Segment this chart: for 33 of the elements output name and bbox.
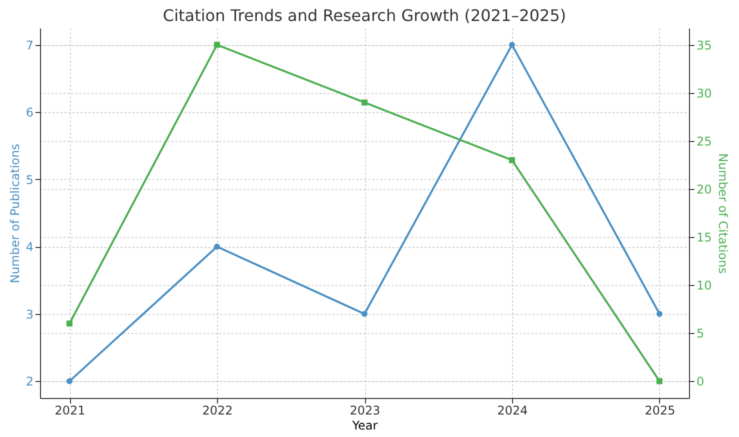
y-tick-label: 5 [26, 172, 34, 187]
y2-tick-label: 35 [696, 38, 712, 52]
chart-title: Citation Trends and Research Growth (2021–2025) [162, 6, 566, 25]
point [362, 99, 368, 106]
y2-axis-title: Number of Citations [716, 153, 730, 274]
point [656, 378, 662, 384]
y2-tick-label: 30 [696, 86, 712, 100]
point [66, 320, 72, 327]
point [214, 244, 220, 250]
point [656, 310, 662, 317]
x-axis-title: Year [351, 418, 378, 432]
y-axis-title: Number of Publications [8, 144, 22, 284]
y-tick-label: 3 [26, 307, 34, 322]
x-tick-label: 2022 [202, 404, 233, 418]
y-tick-label: 2 [26, 374, 34, 389]
point [66, 378, 72, 384]
y2-tick-label: 5 [696, 326, 704, 341]
y2-tick-label: 15 [696, 230, 712, 245]
y2-tick-label: 0 [696, 374, 704, 389]
x-tick-label: 2023 [350, 404, 380, 418]
x-tick-label: 2024 [497, 404, 528, 418]
y2-tick-label: 10 [696, 278, 712, 293]
x-tick-label: 2025 [644, 404, 676, 418]
y2-tick-label: 20 [696, 182, 712, 196]
y-tick-label: 7 [26, 38, 34, 52]
y-tick-label: 6 [26, 106, 34, 120]
point [509, 157, 515, 164]
y-tick-label: 4 [26, 240, 34, 254]
point [509, 42, 515, 48]
x-tick-label: 2021 [54, 404, 86, 418]
point [214, 42, 220, 48]
point [362, 310, 368, 317]
y2-tick-label: 25 [696, 134, 712, 148]
